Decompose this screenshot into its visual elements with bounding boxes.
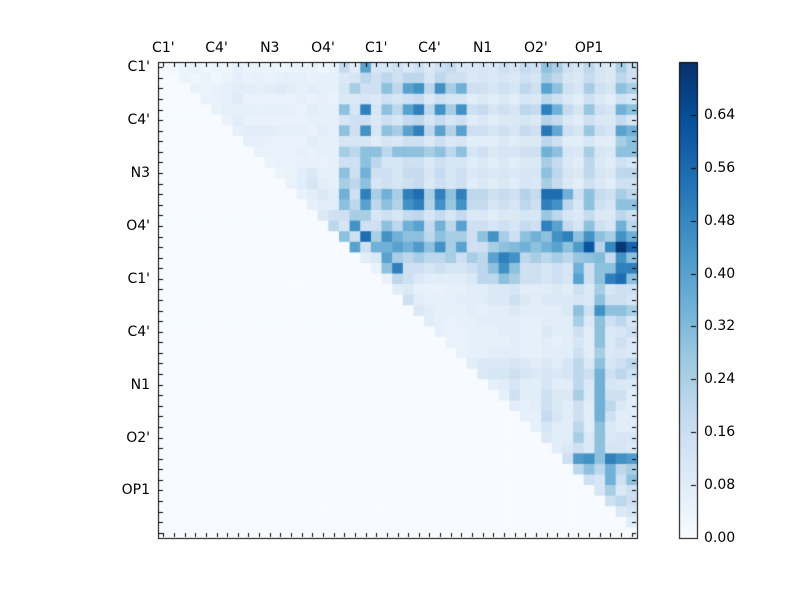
y-axis-label: C1' bbox=[127, 270, 150, 287]
colorbar-tick-label: 0.56 bbox=[704, 159, 736, 176]
x-axis-label: C1' bbox=[152, 40, 175, 56]
x-axis-label: O4' bbox=[311, 40, 335, 56]
y-axis-label: OP1 bbox=[121, 482, 150, 499]
y-axis-label: N3 bbox=[130, 165, 150, 182]
x-axis-label: OP1 bbox=[574, 40, 604, 56]
colorbar-tick-label: 0.16 bbox=[704, 424, 736, 441]
y-axis-label: O4' bbox=[126, 217, 150, 234]
x-axis-label: C1' bbox=[364, 40, 388, 56]
x-axis-label: C4' bbox=[205, 40, 228, 56]
colorbar-tick-label: 0.64 bbox=[704, 106, 736, 123]
x-axis-label: C4' bbox=[418, 40, 441, 56]
colorbar-tick-label: 0.24 bbox=[704, 371, 736, 388]
y-axis-label: C4' bbox=[127, 323, 150, 340]
colorbar-tick-label: 0.08 bbox=[704, 477, 736, 494]
colorbar-tick-label: 0.40 bbox=[704, 265, 736, 282]
x-axis-label: N3 bbox=[260, 40, 280, 56]
x-axis-label: O2' bbox=[523, 40, 548, 56]
colorbar-tick-label: 0.00 bbox=[704, 530, 736, 546]
colorbar-tick-label: 0.48 bbox=[704, 212, 736, 229]
y-axis-label: C1' bbox=[127, 59, 150, 76]
y-axis-label: O2' bbox=[126, 429, 150, 446]
x-axis-label: N1 bbox=[472, 40, 493, 56]
y-axis-label: N1 bbox=[130, 376, 150, 393]
colorbar-tick-label: 0.32 bbox=[704, 318, 736, 335]
y-axis-label: C4' bbox=[127, 112, 150, 129]
